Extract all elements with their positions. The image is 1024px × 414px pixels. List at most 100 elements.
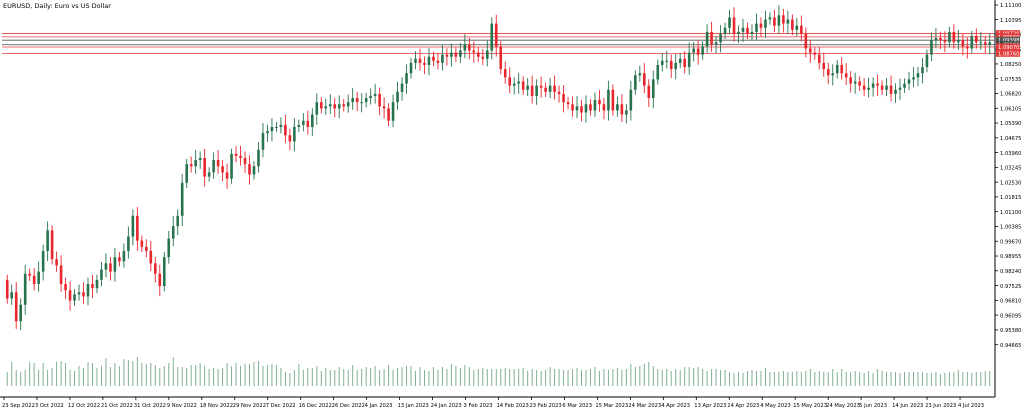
candle-body — [306, 120, 310, 127]
candle-body — [485, 50, 489, 59]
candle-body — [535, 85, 538, 96]
candle-body — [647, 85, 651, 99]
y-tick-label: 1.04675 — [1000, 136, 1021, 142]
candle-body — [239, 155, 242, 158]
candle-body — [719, 33, 722, 43]
y-tick-label: 0.98955 — [1000, 254, 1021, 260]
candle-body — [916, 73, 920, 78]
candle-body — [355, 98, 359, 103]
candle-body — [974, 36, 978, 43]
candle-body — [203, 157, 206, 177]
candle-body — [423, 62, 426, 65]
candle-body — [77, 292, 81, 295]
candle-body — [871, 83, 875, 88]
candle-body — [82, 292, 85, 297]
candle-body — [557, 91, 561, 94]
candle-body — [629, 89, 633, 111]
level-label: 1.08760 — [998, 51, 1019, 57]
candle-body — [109, 263, 112, 272]
level-label-box — [996, 36, 1020, 44]
candle-body — [503, 69, 507, 78]
candle-body — [826, 69, 830, 76]
candle-body — [988, 42, 992, 45]
candle-body — [494, 23, 498, 47]
candle-body — [979, 42, 983, 44]
candle-body — [10, 292, 14, 299]
x-tick-label: 18 Nov 2022 — [200, 403, 233, 409]
candle-body — [705, 31, 709, 47]
x-tick-label: 23 Jun 2023 — [925, 403, 956, 409]
candle-body — [593, 100, 597, 111]
y-tick-label: 0.98240 — [1000, 269, 1021, 275]
candle-body — [459, 50, 462, 57]
candle-body — [598, 100, 601, 105]
candle-body — [468, 44, 471, 51]
x-tick-label: 21 Oct 2022 — [101, 403, 133, 409]
candle-body — [660, 60, 664, 65]
candle-body — [512, 83, 516, 86]
candle-body — [477, 52, 480, 57]
x-tick-label: 23 Feb 2023 — [529, 403, 561, 409]
candle-body — [382, 106, 386, 109]
candle-body — [364, 98, 368, 103]
candle-body — [185, 164, 188, 183]
candle-body — [939, 38, 942, 41]
candle-body — [387, 108, 390, 121]
y-tick-label: 1.07535 — [1000, 77, 1021, 83]
candle-body — [768, 17, 772, 20]
candle-body — [230, 153, 233, 179]
candle-body — [261, 133, 265, 150]
candle-body — [750, 31, 754, 34]
candle-body — [189, 164, 193, 167]
candle-body — [122, 250, 126, 262]
x-tick-label: 15 May 2023 — [793, 403, 827, 409]
y-tick-label: 1.03960 — [1000, 151, 1021, 157]
y-tick-label: 1.01100 — [1000, 210, 1021, 216]
y-tick-label: 1.03245 — [1000, 166, 1021, 172]
candle-body — [140, 240, 144, 247]
candle-body — [46, 230, 49, 251]
candle-body — [970, 36, 974, 49]
candle-body — [678, 58, 682, 63]
candle-body — [880, 85, 884, 90]
candle-body — [288, 135, 292, 142]
x-tick-label: 23 Sep 2022 — [2, 403, 35, 409]
candle-body — [221, 166, 224, 173]
candle-body — [342, 104, 346, 107]
candle-body — [638, 73, 642, 76]
candle-body — [337, 104, 341, 109]
x-tick-label: 14 Jun 2023 — [892, 403, 923, 409]
candle-body — [782, 15, 785, 24]
candle-body — [616, 104, 619, 111]
candle-body — [73, 294, 76, 301]
x-tick-label: 6 Mar 2023 — [562, 403, 592, 409]
candle-body — [822, 62, 826, 70]
candle-body — [566, 102, 570, 105]
candle-body — [665, 60, 669, 62]
volume-bars — [6, 357, 991, 386]
y-tick-label: 1.06820 — [1000, 92, 1021, 98]
candle-body — [378, 93, 381, 107]
x-tick-label: 4 May 2023 — [760, 403, 791, 409]
x-tick-label: 14 Feb 2023 — [497, 403, 529, 409]
candle-body — [149, 250, 153, 264]
candle-body — [773, 17, 776, 26]
candle-body — [867, 87, 870, 90]
x-tick-label: 24 Mar 2023 — [628, 403, 661, 409]
candle-body — [194, 160, 197, 167]
x-tick-label: 29 Nov 2022 — [233, 403, 266, 409]
candle-body — [319, 102, 323, 109]
candle-body — [858, 81, 861, 86]
candle-body — [786, 19, 790, 24]
candle-body — [952, 31, 956, 43]
y-tick-label: 1.08250 — [1000, 62, 1021, 68]
candle-body — [714, 42, 718, 45]
candle-body — [602, 104, 606, 111]
candle-body — [876, 83, 879, 86]
candle-body — [692, 48, 695, 53]
horizontal-levels — [2, 33, 995, 54]
y-tick-label: 0.99670 — [1000, 239, 1021, 245]
candle-body — [575, 106, 579, 111]
